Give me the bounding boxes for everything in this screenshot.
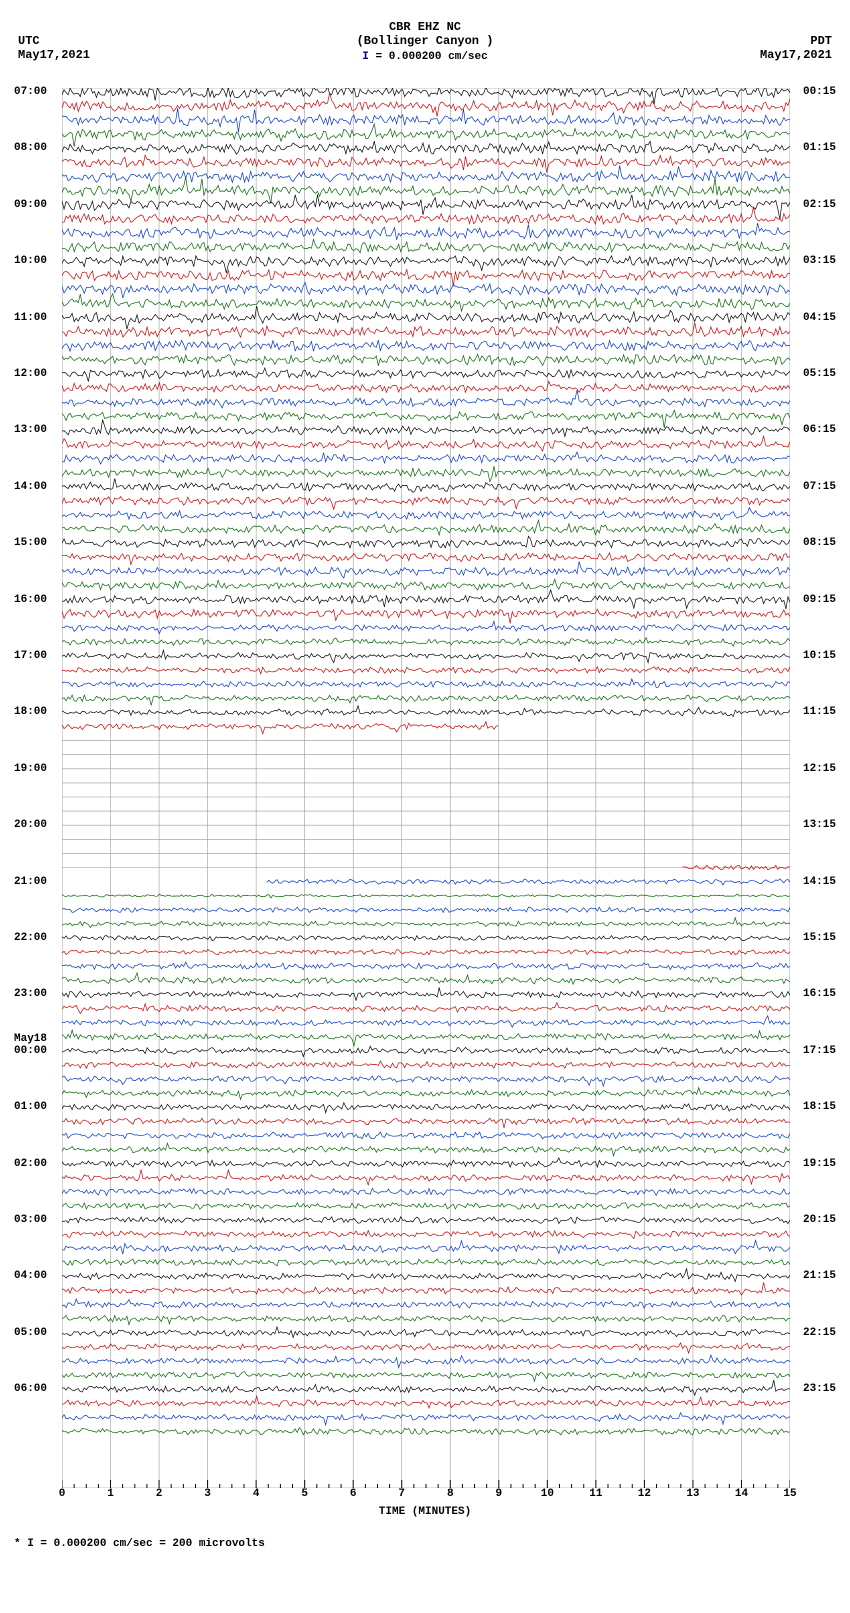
helicorder-svg: [62, 88, 790, 1488]
pdt-time-label: 08:15: [803, 537, 836, 549]
x-tick: 12: [638, 1488, 651, 1500]
pdt-time-label: 00:15: [803, 86, 836, 98]
pdt-time-label: 22:15: [803, 1327, 836, 1339]
x-tick: 0: [59, 1488, 66, 1500]
header: UTC May17,2021 CBR EHZ NC (Bollinger Can…: [10, 20, 840, 88]
utc-time-label: 08:00: [14, 142, 47, 154]
utc-time-label: 18:00: [14, 706, 47, 718]
utc-time-label: 10:00: [14, 255, 47, 267]
x-tick: 2: [156, 1488, 163, 1500]
header-left: UTC May17,2021: [18, 34, 90, 63]
pdt-time-label: 10:15: [803, 650, 836, 662]
pdt-time-label: 05:15: [803, 368, 836, 380]
left-tz: UTC: [18, 34, 90, 48]
x-tick: 4: [253, 1488, 260, 1500]
utc-time-label: 20:00: [14, 819, 47, 831]
x-tick: 11: [589, 1488, 602, 1500]
utc-time-label: 11:00: [14, 312, 47, 324]
pdt-time-label: 07:15: [803, 481, 836, 493]
pdt-time-label: 15:15: [803, 932, 836, 944]
utc-time-label: 05:00: [14, 1327, 47, 1339]
utc-time-label: 06:00: [14, 1383, 47, 1395]
pdt-time-label: 03:15: [803, 255, 836, 267]
pdt-time-label: 17:15: [803, 1045, 836, 1057]
scale-text: = 0.000200 cm/sec: [376, 51, 488, 63]
x-tick: 10: [541, 1488, 554, 1500]
pdt-time-label: 06:15: [803, 424, 836, 436]
left-date: May17,2021: [18, 48, 90, 62]
helicorder-plot: [62, 88, 790, 1488]
x-ticks: 0123456789101112131415: [62, 1488, 790, 1504]
pdt-time-label: 12:15: [803, 763, 836, 775]
utc-time-label: 12:00: [14, 368, 47, 380]
pdt-time-label: 23:15: [803, 1383, 836, 1395]
utc-time-label: May1800:00: [14, 1033, 47, 1057]
x-tick: 15: [783, 1488, 796, 1500]
utc-time-label: 21:00: [14, 876, 47, 888]
pdt-time-label: 18:15: [803, 1101, 836, 1113]
header-center: CBR EHZ NC (Bollinger Canyon ) I = 0.000…: [10, 20, 840, 64]
footer-text: * I = 0.000200 cm/sec = 200 microvolts: [14, 1538, 840, 1550]
pdt-time-label: 11:15: [803, 706, 836, 718]
x-axis-label: TIME (MINUTES): [10, 1506, 840, 1518]
right-tz: PDT: [760, 34, 832, 48]
utc-time-label: 15:00: [14, 537, 47, 549]
pdt-time-label: 09:15: [803, 594, 836, 606]
scale-row: I = 0.000200 cm/sec: [10, 51, 840, 64]
utc-time-label: 04:00: [14, 1270, 47, 1282]
x-tick: 9: [495, 1488, 502, 1500]
utc-time-label: 19:00: [14, 763, 47, 775]
utc-time-label: 16:00: [14, 594, 47, 606]
utc-time-label: 07:00: [14, 86, 47, 98]
pdt-time-label: 21:15: [803, 1270, 836, 1282]
x-tick: 5: [301, 1488, 308, 1500]
utc-time-label: 23:00: [14, 988, 47, 1000]
x-tick: 6: [350, 1488, 357, 1500]
right-time-labels: 00:15 01:15 02:15 03:15 04:15 05:15 06:15 07:15…: [788, 88, 836, 1488]
x-tick: 14: [735, 1488, 748, 1500]
pdt-time-label: 20:15: [803, 1214, 836, 1226]
pdt-time-label: 13:15: [803, 819, 836, 831]
utc-time-label: 03:00: [14, 1214, 47, 1226]
pdt-time-label: 16:15: [803, 988, 836, 1000]
right-date: May17,2021: [760, 48, 832, 62]
utc-time-label: 09:00: [14, 199, 47, 211]
x-tick: 13: [686, 1488, 699, 1500]
pdt-time-label: 14:15: [803, 876, 836, 888]
left-time-labels: 07:00 08:00 09:00 10:00 11:00 12:00 13:00 14:00…: [14, 88, 62, 1488]
utc-time-label: 17:00: [14, 650, 47, 662]
pdt-time-label: 01:15: [803, 142, 836, 154]
utc-time-label: 02:00: [14, 1158, 47, 1170]
utc-time-label: 22:00: [14, 932, 47, 944]
scale-bar-icon: I: [362, 51, 369, 64]
pdt-time-label: 02:15: [803, 199, 836, 211]
utc-time-label: 13:00: [14, 424, 47, 436]
utc-time-label: 01:00: [14, 1101, 47, 1113]
x-tick: 8: [447, 1488, 454, 1500]
x-tick: 1: [107, 1488, 114, 1500]
pdt-time-label: 04:15: [803, 312, 836, 324]
helicorder-page: UTC May17,2021 CBR EHZ NC (Bollinger Can…: [0, 0, 850, 1560]
pdt-time-label: 19:15: [803, 1158, 836, 1170]
utc-time-label: 14:00: [14, 481, 47, 493]
x-tick: 3: [204, 1488, 211, 1500]
location-line: (Bollinger Canyon ): [10, 34, 840, 48]
x-tick: 7: [398, 1488, 405, 1500]
station-line: CBR EHZ NC: [10, 20, 840, 34]
header-right: PDT May17,2021: [760, 34, 832, 63]
